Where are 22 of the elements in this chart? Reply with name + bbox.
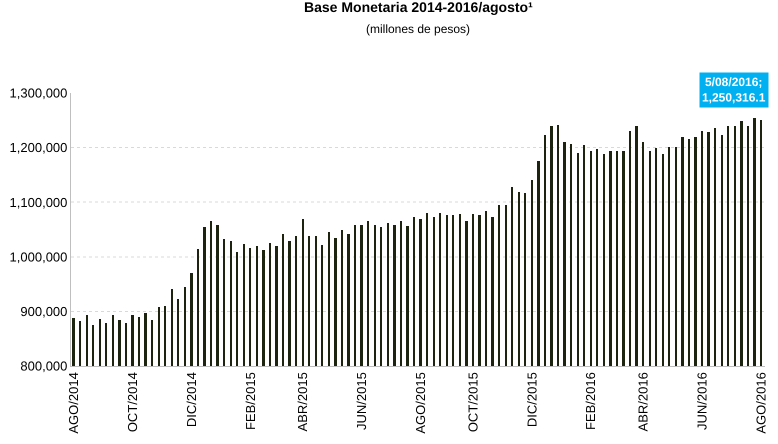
x-tick-label: DIC/2014 bbox=[184, 372, 199, 428]
x-tick-label: OCT/2015 bbox=[465, 372, 480, 432]
chart-title: Base Monetaria 2014-2016/agosto¹ bbox=[304, 0, 534, 15]
y-tick-label: 900,000 bbox=[20, 304, 68, 319]
x-tick-label: AGO/2014 bbox=[66, 372, 82, 434]
y-tick-label: 1,100,000 bbox=[10, 194, 68, 210]
chart-subtitle: (millones de pesos) bbox=[366, 22, 470, 36]
x-tick-label: ABR/2016 bbox=[636, 372, 651, 432]
annotation: 5/08/2016; 1,250,316.1 bbox=[702, 75, 766, 105]
x-tick-label: AGO/2016 bbox=[753, 372, 768, 434]
x-tick-label: OCT/2014 bbox=[124, 372, 140, 432]
x-tick-label: FEB/2015 bbox=[242, 372, 258, 430]
y-tick-label: 1,200,000 bbox=[10, 140, 68, 156]
x-tick-label: AGO/2015 bbox=[413, 372, 428, 434]
y-tick-label: 800,000 bbox=[20, 358, 68, 374]
y-tick-label: 1,000,000 bbox=[10, 249, 68, 264]
y-tick-label: 1,300,000 bbox=[10, 86, 68, 101]
x-tick-label: DIC/2015 bbox=[524, 372, 540, 428]
x-tick-label: ABR/2015 bbox=[295, 372, 310, 432]
x-tick-label: FEB/2016 bbox=[583, 372, 598, 430]
x-tick-label: JUN/2016 bbox=[694, 372, 710, 430]
x-tick-label: JUN/2015 bbox=[354, 372, 370, 430]
